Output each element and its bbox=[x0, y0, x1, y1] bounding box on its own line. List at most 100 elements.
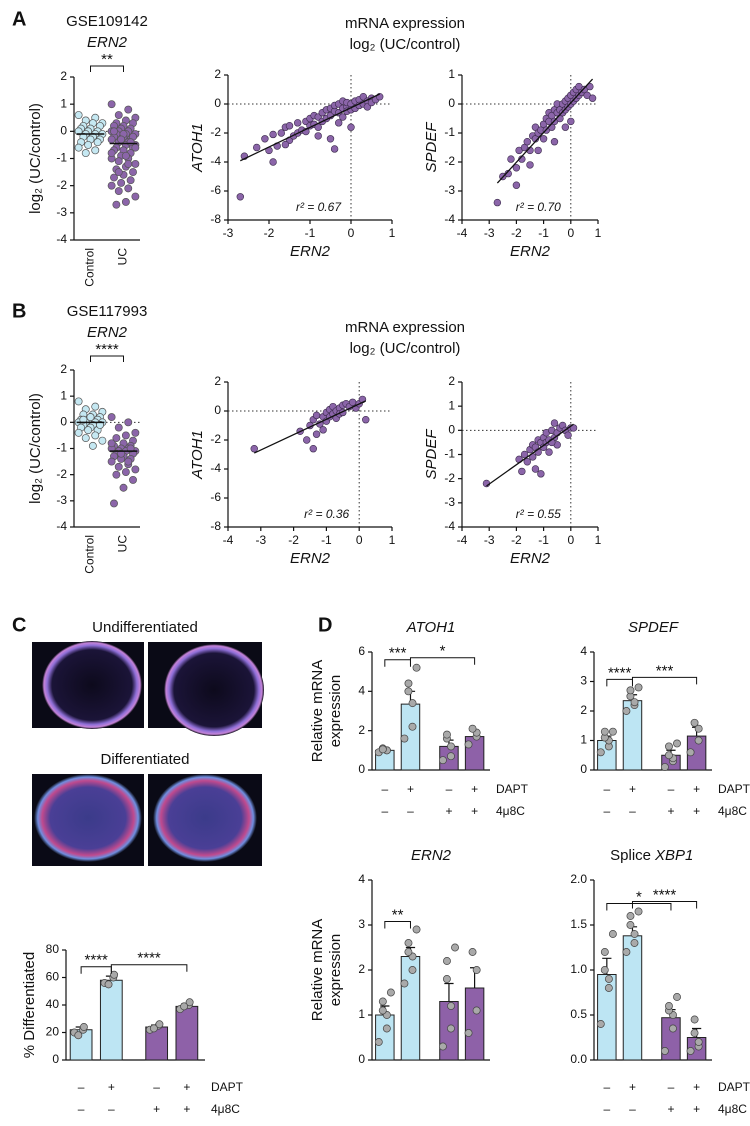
x-tick-label: 1 bbox=[389, 533, 396, 547]
data-point bbox=[112, 200, 121, 209]
x-tick-label: -3 bbox=[255, 533, 266, 547]
fit-line bbox=[253, 400, 367, 454]
organoid bbox=[153, 774, 257, 862]
data-point bbox=[468, 724, 477, 733]
data-point bbox=[121, 468, 130, 476]
data-point bbox=[114, 423, 123, 432]
data-point bbox=[382, 1024, 391, 1033]
chart-title: GSE109142 bbox=[66, 13, 148, 30]
x-tick-label: UC bbox=[116, 535, 130, 553]
sig-bracket bbox=[110, 964, 188, 972]
sig-bracket bbox=[90, 65, 124, 72]
data-point bbox=[442, 975, 451, 983]
chart-title: ATOH1 bbox=[406, 619, 456, 636]
data-point bbox=[117, 449, 126, 458]
x-tick-label: -1 bbox=[321, 533, 332, 547]
y-tick-label: -2 bbox=[444, 471, 455, 485]
annotation: r² = 0.36 bbox=[304, 507, 349, 521]
data-point bbox=[253, 143, 261, 152]
data-point bbox=[523, 138, 531, 146]
data-point bbox=[335, 119, 343, 127]
data-point bbox=[114, 168, 123, 177]
treatment-sign: – bbox=[381, 782, 388, 796]
data-point bbox=[74, 111, 83, 119]
x-axis-label: ERN2 bbox=[290, 243, 331, 260]
y-tick-label: 2 bbox=[214, 374, 221, 388]
treatment-sign: – bbox=[629, 804, 636, 818]
data-point bbox=[112, 434, 121, 442]
y-tick-label: 0 bbox=[52, 1052, 59, 1066]
y-tick-label: 0 bbox=[358, 762, 365, 776]
treatment-sign: – bbox=[108, 1102, 115, 1116]
data-point bbox=[665, 1002, 673, 1010]
data-point bbox=[129, 475, 137, 484]
sig-label: ** bbox=[392, 906, 404, 923]
y-tick-label: -4 bbox=[56, 232, 67, 246]
sig-label: *** bbox=[656, 662, 674, 679]
y-tick-label: -2 bbox=[56, 178, 67, 192]
data-point bbox=[107, 413, 116, 422]
data-point bbox=[694, 724, 703, 733]
y-tick-label: 1 bbox=[60, 388, 67, 402]
image-label: Differentiated bbox=[101, 751, 190, 768]
treatment-sign: – bbox=[603, 1102, 610, 1116]
data-point bbox=[285, 122, 294, 130]
panel-letter: A bbox=[12, 8, 26, 30]
treatment-sign: + bbox=[183, 1102, 190, 1116]
data-point bbox=[443, 957, 451, 965]
data-point bbox=[408, 966, 417, 974]
data-point bbox=[114, 111, 123, 119]
y-tick-label: -4 bbox=[210, 461, 221, 475]
y-tick-label: 60 bbox=[46, 970, 60, 984]
data-point bbox=[596, 748, 605, 757]
y-axis-label: expression bbox=[327, 675, 344, 748]
y-tick-label: -2 bbox=[210, 432, 221, 446]
sig-bracket bbox=[384, 921, 411, 929]
chart-title: XBP1 bbox=[654, 847, 693, 864]
x-tick-label: -2 bbox=[511, 533, 522, 547]
y-tick-label: -3 bbox=[444, 183, 455, 197]
organoid bbox=[34, 774, 142, 862]
y-tick-label: 2 bbox=[60, 69, 67, 83]
data-point bbox=[404, 687, 413, 696]
data-point bbox=[126, 444, 135, 453]
sig-bracket bbox=[606, 903, 672, 911]
sig-label: **** bbox=[137, 950, 161, 967]
data-point bbox=[608, 727, 617, 736]
data-point bbox=[604, 975, 613, 983]
data-point bbox=[119, 483, 128, 492]
data-point bbox=[79, 415, 88, 424]
sig-bracket bbox=[631, 676, 698, 685]
data-point bbox=[408, 699, 417, 708]
y-tick-label: -8 bbox=[210, 212, 221, 226]
data-point bbox=[110, 173, 118, 182]
section-title: log₂ (UC/control) bbox=[350, 340, 461, 357]
data-point bbox=[126, 176, 135, 185]
error-bar bbox=[444, 982, 454, 1002]
data-point bbox=[124, 184, 133, 193]
data-point bbox=[412, 663, 421, 672]
data-point bbox=[665, 742, 673, 751]
y-tick-label: 6 bbox=[358, 644, 365, 658]
data-point bbox=[131, 143, 140, 152]
data-point bbox=[626, 686, 635, 695]
section-title: log₂ (UC/control) bbox=[350, 36, 461, 53]
y-tick-label: 0 bbox=[448, 423, 455, 437]
treatment-sign: + bbox=[693, 804, 700, 818]
chart-title: ERN2 bbox=[411, 847, 452, 864]
data-point bbox=[673, 993, 681, 1001]
y-tick-label: -2 bbox=[444, 154, 455, 168]
data-point bbox=[124, 418, 133, 427]
data-point bbox=[91, 146, 100, 155]
chart-subtitle: ERN2 bbox=[87, 34, 128, 51]
y-tick-label: 4 bbox=[358, 872, 365, 886]
y-tick-label: -2 bbox=[210, 125, 221, 139]
data-point bbox=[121, 431, 130, 440]
annotation: r² = 0.70 bbox=[516, 200, 561, 214]
data-point bbox=[630, 939, 639, 947]
y-tick-label: 0 bbox=[60, 124, 67, 138]
data-point bbox=[74, 127, 83, 136]
data-point bbox=[378, 997, 387, 1006]
data-point bbox=[131, 428, 140, 437]
treatment-sign: – bbox=[153, 1080, 160, 1094]
